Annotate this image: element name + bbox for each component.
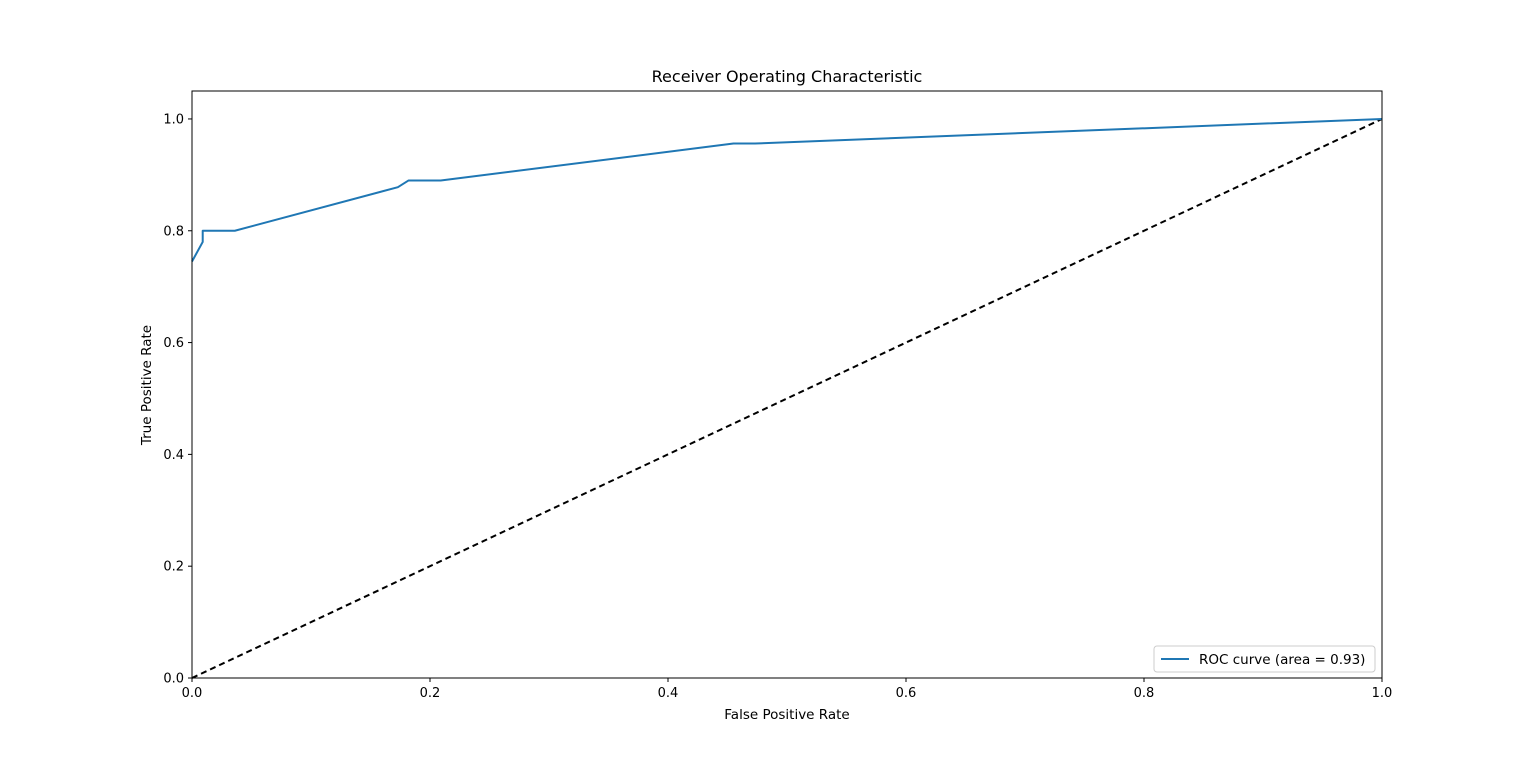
y-tick-label: 0.2 bbox=[163, 560, 184, 575]
y-tick-label: 0.0 bbox=[163, 672, 184, 687]
y-tick-label: 1.0 bbox=[163, 112, 184, 127]
legend-label-roc-curve: ROC curve (area = 0.93) bbox=[1199, 652, 1365, 668]
x-axis-ticks: 0.0 0.2 0.4 0.6 0.8 1.0 bbox=[182, 678, 1393, 701]
plot-frame bbox=[191, 90, 1383, 679]
series-layer bbox=[191, 117, 1383, 679]
x-tick-label: 0.6 bbox=[896, 686, 917, 701]
x-tick-label: 0.8 bbox=[1134, 686, 1155, 701]
chance-diagonal-line bbox=[191, 118, 1383, 679]
y-tick-label: 0.8 bbox=[163, 224, 184, 239]
x-tick-label: 0.4 bbox=[658, 686, 679, 701]
legend: ROC curve (area = 0.93) bbox=[1153, 645, 1376, 673]
y-axis-ticks: 0.0 0.2 0.4 0.6 0.8 1.0 bbox=[163, 112, 192, 687]
x-axis-label: False Positive Rate bbox=[724, 707, 849, 723]
y-axis-label: True Positive Rate bbox=[139, 325, 155, 446]
chart-title: Receiver Operating Characteristic bbox=[652, 67, 923, 86]
y-tick-label: 0.6 bbox=[163, 336, 184, 351]
x-tick-label: 0.0 bbox=[182, 686, 203, 701]
y-tick-label: 0.4 bbox=[163, 448, 184, 463]
x-tick-label: 0.2 bbox=[420, 686, 441, 701]
legend-box bbox=[1153, 645, 1376, 673]
x-tick-label: 1.0 bbox=[1372, 686, 1393, 701]
roc-curve-line bbox=[191, 117, 1383, 262]
